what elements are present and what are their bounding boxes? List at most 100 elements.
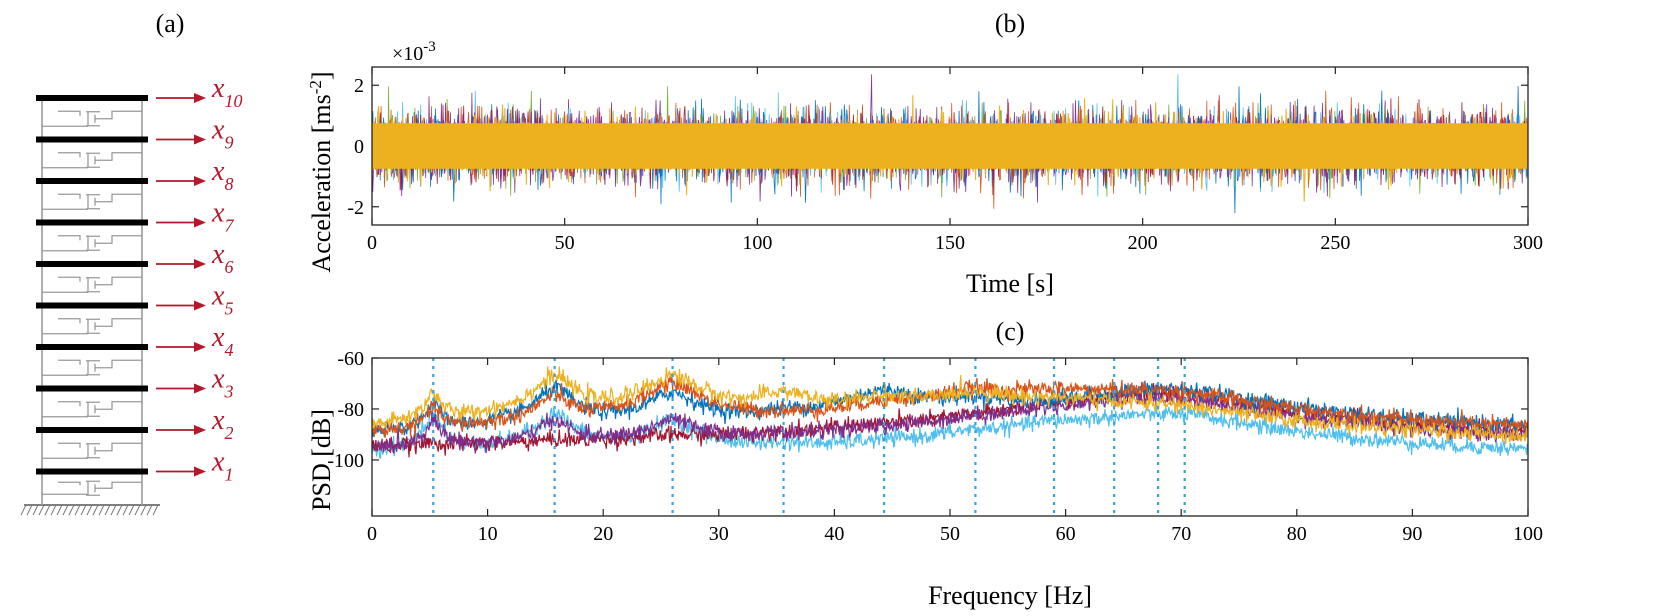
accel-series-core bbox=[372, 123, 1528, 169]
dof-arrowhead bbox=[194, 176, 206, 186]
spring-link bbox=[58, 359, 81, 365]
ground-hatch bbox=[146, 504, 153, 516]
accel-xtick-label: 150 bbox=[935, 232, 965, 254]
psd-xlabel: Frequency [Hz] bbox=[928, 581, 1092, 610]
dof-symbol: x bbox=[211, 239, 225, 270]
spring-link bbox=[58, 276, 81, 282]
accel-ytick-label: 2 bbox=[354, 75, 364, 97]
accel-series-group bbox=[372, 74, 1528, 214]
dof-arrowhead bbox=[194, 217, 206, 228]
psd-xtick-label: 50 bbox=[940, 523, 960, 545]
damper-piston bbox=[94, 152, 142, 165]
accel-xtick-label: 250 bbox=[1320, 232, 1350, 254]
dof-symbol: x bbox=[211, 322, 225, 353]
dof-label: x3 bbox=[211, 364, 233, 402]
dof-subscript: 10 bbox=[224, 91, 242, 111]
dof-subscript: 6 bbox=[224, 257, 233, 277]
damper-cylinder bbox=[86, 401, 100, 417]
psd-xtick-label: 0 bbox=[367, 523, 377, 545]
dof-label: x4 bbox=[211, 322, 233, 360]
dof-subscript: 7 bbox=[224, 216, 234, 236]
spring-link bbox=[58, 442, 81, 448]
accel-xtick-label: 200 bbox=[1128, 232, 1158, 254]
ground-hatch bbox=[116, 504, 123, 516]
damper-symbol bbox=[42, 401, 142, 418]
dof-symbol: x bbox=[211, 447, 225, 478]
panel-b-label: (b) bbox=[995, 9, 1025, 38]
ground-hatch bbox=[20, 504, 27, 516]
dof-symbol: x bbox=[211, 364, 225, 395]
spring-link bbox=[58, 481, 81, 486]
dof-symbol: x bbox=[211, 73, 225, 104]
dof-arrowhead bbox=[194, 342, 206, 352]
ground-hatch bbox=[98, 504, 105, 516]
panel-c-label: (c) bbox=[996, 317, 1025, 346]
damper-cylinder bbox=[86, 480, 100, 496]
dof-subscript: 5 bbox=[224, 299, 233, 319]
dof-arrowhead bbox=[194, 300, 206, 311]
ground-hatch bbox=[128, 504, 135, 516]
psd-xtick-label: 70 bbox=[1171, 523, 1191, 545]
dof-symbol: x bbox=[211, 198, 225, 229]
accel-ytick-label: -2 bbox=[347, 197, 364, 219]
damper-piston bbox=[94, 276, 142, 289]
ground-hatch bbox=[122, 504, 129, 516]
scale-prefix: ×10 bbox=[392, 43, 423, 65]
accel-ytick-label: 0 bbox=[354, 136, 364, 158]
damper-cylinder bbox=[86, 318, 100, 334]
damper-cylinder bbox=[86, 360, 100, 376]
accel-ylabel-main: Acceleration [ms bbox=[307, 94, 336, 272]
dof-arrowhead bbox=[194, 93, 206, 103]
accel-xtick-label: 300 bbox=[1513, 232, 1543, 254]
dof-label: x1 bbox=[211, 447, 233, 485]
dof-label: x5 bbox=[211, 281, 233, 319]
dof-subscript: 4 bbox=[224, 340, 233, 360]
accel-scale-factor: ×10-3 bbox=[392, 39, 436, 65]
damper-symbol bbox=[42, 359, 142, 376]
spring-link bbox=[58, 235, 81, 241]
psd-plot-area: 0 10 20 30 40 50 60 70 80 90 100 -100 -80 -60 bbox=[327, 348, 1543, 545]
accel-ylabel-exponent: -2 bbox=[306, 80, 325, 94]
spring-link bbox=[58, 193, 81, 199]
damper-piston bbox=[94, 481, 142, 493]
spring-link bbox=[58, 152, 81, 158]
psd-xtick-label: 40 bbox=[824, 523, 844, 545]
dof-symbol: x bbox=[211, 405, 225, 436]
dof-label: x6 bbox=[211, 239, 233, 277]
dof-arrowhead bbox=[194, 425, 206, 435]
ground-hatch bbox=[92, 504, 99, 516]
dof-arrowhead bbox=[194, 466, 206, 477]
damper-symbol bbox=[42, 276, 142, 293]
damper-symbol bbox=[42, 442, 142, 459]
psd-xtick-label: 30 bbox=[709, 523, 729, 545]
accel-ylabel: Acceleration [ms-2] bbox=[306, 71, 336, 272]
psd-xtick-label: 10 bbox=[478, 523, 498, 545]
damper-cylinder bbox=[86, 443, 100, 459]
dof-subscript: 8 bbox=[224, 174, 233, 194]
ground-hatch bbox=[62, 504, 69, 516]
ground-hatch bbox=[134, 504, 141, 516]
ground-hatch bbox=[86, 504, 93, 516]
damper-piston bbox=[94, 401, 142, 414]
damper-cylinder bbox=[86, 111, 100, 127]
damper-piston bbox=[94, 110, 142, 123]
dof-subscript: 2 bbox=[224, 423, 233, 443]
scale-exponent: -3 bbox=[423, 39, 436, 55]
ground-hatch bbox=[152, 504, 159, 516]
damper-symbol bbox=[42, 235, 142, 252]
spring-link bbox=[58, 401, 81, 407]
dof-label: x10 bbox=[211, 73, 242, 111]
svg-text:×10-3: ×10-3 bbox=[392, 39, 436, 65]
psd-ytick-label: -80 bbox=[337, 399, 364, 421]
damper-cylinder bbox=[86, 277, 100, 293]
spring-link bbox=[58, 318, 81, 324]
damper-symbol bbox=[42, 152, 142, 169]
damper-piston bbox=[94, 235, 142, 248]
psd-axes-frame bbox=[371, 357, 1529, 517]
accel-xlabel: Time [s] bbox=[966, 269, 1054, 298]
psd-series-group bbox=[372, 366, 1528, 459]
accel-xtick-label: 0 bbox=[367, 232, 377, 254]
ground-hatch bbox=[56, 504, 63, 516]
